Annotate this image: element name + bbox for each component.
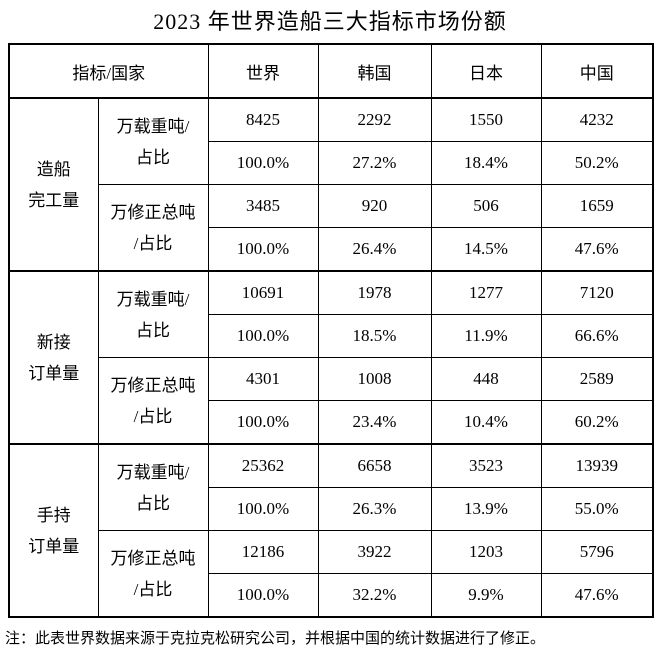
value-cell: 506 — [430, 184, 542, 228]
table-row: 万修正总吨 /占比 12186 3922 1203 5796 — [9, 530, 654, 618]
table-row: 100.0% 32.2% 9.9% 47.6% — [9, 573, 654, 618]
share-cell: 100.0% — [207, 573, 319, 618]
table-row: 100.0% 23.4% 10.4% 60.2% — [9, 400, 654, 445]
value-cell: 4301 — [207, 357, 319, 401]
metric-label-line: 万修正总吨 — [110, 202, 196, 222]
table-row: 100.0% 27.2% 18.4% 50.2% — [9, 141, 654, 185]
share-cell: 23.4% — [317, 400, 432, 445]
section-label-line: 订单量 — [28, 536, 80, 556]
col-header-korea: 韩国 — [317, 43, 432, 99]
table-header-row: 指标/国家 世界 韩国 日本 中国 — [8, 43, 654, 99]
value-cell: 1203 — [430, 530, 542, 574]
value-cell: 1659 — [540, 184, 654, 228]
section-label-line: 完工量 — [28, 190, 80, 210]
metric-label-line: 万载重吨/ — [116, 116, 190, 136]
share-cell: 13.9% — [430, 487, 542, 531]
table-row: 100.0% 26.3% 13.9% 55.0% — [9, 487, 654, 531]
metric-label-cgt: 万修正总吨 /占比 — [97, 357, 209, 445]
metric-label-line: 万载重吨/ — [116, 289, 190, 309]
share-cell: 100.0% — [207, 227, 319, 272]
metric-label-line: 万修正总吨 — [110, 548, 196, 568]
value-cell: 3485 — [207, 184, 319, 228]
section-label-line: 造船 — [36, 159, 71, 179]
corner-header: 指标/国家 — [8, 43, 209, 99]
share-cell: 11.9% — [430, 314, 542, 358]
table-row: 100.0% 26.4% 14.5% 47.6% — [9, 227, 654, 272]
col-header-china: 中国 — [540, 43, 654, 99]
metric-label-line: 万载重吨/ — [116, 462, 190, 482]
value-cell: 12186 — [207, 530, 319, 574]
value-cell: 7120 — [540, 270, 654, 315]
share-cell: 100.0% — [207, 141, 319, 185]
value-cell: 1008 — [317, 357, 432, 401]
value-cell: 6658 — [317, 443, 432, 488]
section-label-new-orders: 新接 订单量 — [8, 270, 99, 445]
share-cell: 47.6% — [540, 573, 654, 618]
value-cell: 25362 — [207, 443, 319, 488]
value-cell: 1550 — [430, 97, 542, 142]
share-cell: 66.6% — [540, 314, 654, 358]
value-cell: 8425 — [207, 97, 319, 142]
metric-label-cgt: 万修正总吨 /占比 — [97, 530, 209, 618]
value-cell: 5796 — [540, 530, 654, 574]
table-row: 万修正总吨 /占比 3485 920 506 1659 — [9, 184, 654, 272]
value-cell: 1277 — [430, 270, 542, 315]
share-cell: 26.3% — [317, 487, 432, 531]
col-header-world: 世界 — [207, 43, 319, 99]
share-cell: 32.2% — [317, 573, 432, 618]
section-label-completions: 造船 完工量 — [8, 97, 99, 272]
table-row: 万修正总吨 /占比 4301 1008 448 2589 — [9, 357, 654, 445]
share-cell: 9.9% — [430, 573, 542, 618]
value-cell: 13939 — [540, 443, 654, 488]
value-cell: 10691 — [207, 270, 319, 315]
metric-label-dwt: 万载重吨/ 占比 — [97, 443, 209, 531]
metric-label-line: 占比 — [136, 493, 170, 513]
metric-label-cgt: 万修正总吨 /占比 — [97, 184, 209, 272]
share-cell: 47.6% — [540, 227, 654, 272]
metric-label-line: 万修正总吨 — [110, 375, 196, 395]
page-title: 2023 年世界造船三大指标市场份额 — [153, 9, 507, 34]
share-cell: 14.5% — [430, 227, 542, 272]
value-cell: 1978 — [317, 270, 432, 315]
share-cell: 27.2% — [317, 141, 432, 185]
share-cell: 10.4% — [430, 400, 542, 445]
metric-label-line: /占比 — [133, 579, 173, 599]
value-cell: 4232 — [540, 97, 654, 142]
share-cell: 100.0% — [207, 314, 319, 358]
section-label-line: 手持 — [36, 505, 71, 525]
share-cell: 18.5% — [317, 314, 432, 358]
table-row: 新接 订单量 万载重吨/ 占比 10691 1978 1277 7120 — [8, 270, 654, 445]
value-cell: 920 — [317, 184, 432, 228]
section-label-line: 新接 — [36, 332, 71, 352]
share-cell: 100.0% — [207, 400, 319, 445]
metric-label-dwt: 万载重吨/ 占比 — [97, 97, 209, 185]
section-label-line: 订单量 — [28, 363, 80, 383]
share-cell: 26.4% — [317, 227, 432, 272]
value-cell: 448 — [430, 357, 542, 401]
metric-label-line: /占比 — [133, 233, 173, 253]
share-cell: 60.2% — [540, 400, 654, 445]
share-cell: 55.0% — [540, 487, 654, 531]
metric-label-line: 占比 — [136, 320, 170, 340]
value-cell: 2292 — [317, 97, 432, 142]
share-cell: 100.0% — [207, 487, 319, 531]
table-row: 手持 订单量 万载重吨/ 占比 25362 6658 3523 13939 — [8, 443, 654, 618]
metric-label-dwt: 万载重吨/ 占比 — [97, 270, 209, 358]
shipbuilding-market-share-table: 指标/国家 世界 韩国 日本 中国 造船 完工量 万载重吨/ 占比 8425 2… — [8, 43, 655, 618]
share-cell: 50.2% — [540, 141, 654, 185]
col-header-japan: 日本 — [430, 43, 542, 99]
table-row: 100.0% 18.5% 11.9% 66.6% — [9, 314, 654, 358]
value-cell: 3523 — [430, 443, 542, 488]
share-cell: 18.4% — [430, 141, 542, 185]
value-cell: 3922 — [317, 530, 432, 574]
footnote: 注：此表世界数据来源于克拉克松研究公司，并根据中国的统计数据进行了修正。 — [5, 631, 546, 646]
metric-label-line: 占比 — [136, 147, 170, 167]
section-label-orderbook: 手持 订单量 — [8, 443, 99, 618]
table-row: 造船 完工量 万载重吨/ 占比 8425 2292 1550 4232 — [8, 97, 654, 272]
metric-label-line: /占比 — [133, 406, 173, 426]
value-cell: 2589 — [540, 357, 654, 401]
